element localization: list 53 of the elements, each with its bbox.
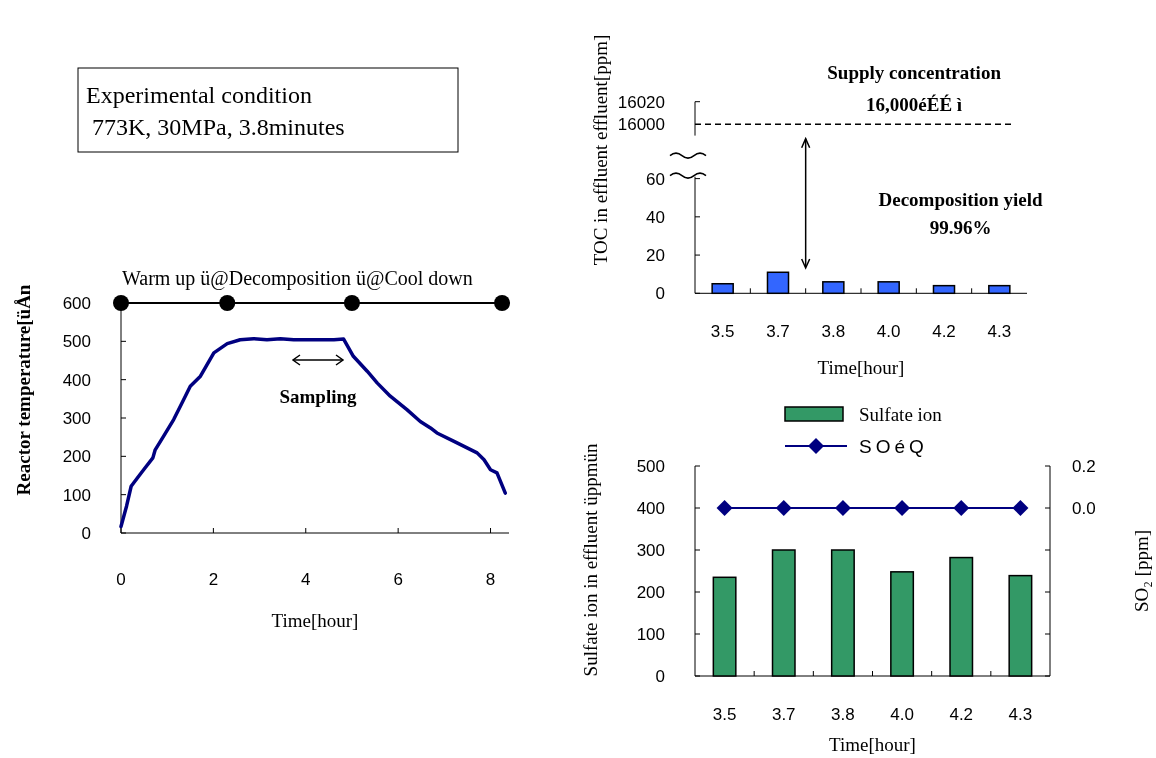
y-tick-label: 500 bbox=[62, 332, 91, 352]
x-tick-label: 3.5 bbox=[710, 322, 735, 342]
y-tick-label: 500 bbox=[636, 457, 665, 476]
line-series bbox=[119, 336, 508, 529]
x-tick-label: 4.3 bbox=[1008, 705, 1033, 724]
y-tick-label: 200 bbox=[62, 447, 91, 467]
y2-tick-label: 0.0 bbox=[1072, 499, 1096, 518]
x-axis-title: Time[hour] bbox=[829, 734, 916, 755]
x-tick-label: 4.0 bbox=[890, 705, 914, 724]
y-tick-label: 0 bbox=[655, 284, 665, 304]
y-tick-label: 0 bbox=[81, 524, 91, 543]
x-tick-label: 3.7 bbox=[766, 322, 790, 342]
y-tick-label: 40 bbox=[646, 207, 665, 227]
x-tick-label: 3.8 bbox=[821, 322, 846, 342]
annotation: Decomposition yield 99.96% bbox=[878, 189, 1044, 238]
legend-label: SOéQ bbox=[859, 436, 928, 457]
x-tick-label: 2 bbox=[208, 570, 219, 589]
x-tick-label: 3.8 bbox=[831, 705, 855, 724]
text: 16020 bbox=[617, 92, 665, 112]
annotation: Sampling bbox=[279, 386, 358, 407]
y-tick-label: 300 bbox=[62, 409, 91, 428]
x-tick-label: 4 bbox=[301, 570, 311, 589]
x-tick-label: 3.7 bbox=[771, 705, 796, 724]
y-tick-label: 100 bbox=[62, 485, 91, 505]
y-axis-title: Sulfate ion in effluent üppmün bbox=[580, 443, 601, 677]
text: Supply concentration 16,000éÉÉ ì bbox=[827, 62, 1002, 116]
y-tick-label: 60 bbox=[646, 169, 665, 189]
x-tick-label: 6 bbox=[393, 570, 403, 589]
x-tick-label: 4.2 bbox=[932, 322, 956, 342]
text: Experimental condition 773K, 30MPa, 3.8minutes bbox=[86, 82, 345, 140]
x-tick-label: 0 bbox=[116, 570, 126, 589]
x-axis-title: Time[hour] bbox=[271, 610, 359, 631]
x-axis-title: Time[hour] bbox=[817, 357, 905, 379]
y-tick-label: 0 bbox=[655, 667, 665, 686]
y-tick-label: 300 bbox=[636, 541, 665, 560]
x-tick-label: 4.3 bbox=[987, 322, 1012, 342]
legend-label: Sulfate ion bbox=[859, 404, 943, 425]
y-axis-title: Reactor temperature[üÅn bbox=[13, 284, 34, 496]
y-tick-label: 400 bbox=[62, 370, 91, 390]
y2-tick-label: 0.2 bbox=[1072, 457, 1096, 476]
text: Warm up ü@Decomposition ü@Cool down bbox=[122, 267, 473, 290]
y-tick-label: 100 bbox=[636, 625, 665, 644]
y-tick-label: 200 bbox=[636, 583, 665, 602]
x-tick-label: 4.0 bbox=[876, 322, 901, 342]
y-tick-label: 20 bbox=[646, 246, 665, 266]
y-tick-label: 400 bbox=[636, 499, 665, 518]
x-tick-label: 4.2 bbox=[949, 705, 974, 724]
y-axis-title: TOC in effluent effluent[ppm] bbox=[590, 34, 611, 266]
y-tick-label: 600 bbox=[62, 294, 91, 313]
x-tick-label: 3.5 bbox=[712, 705, 737, 724]
y2-axis-title: SO₂ [ppm] bbox=[1131, 529, 1152, 613]
text: 16000 bbox=[617, 115, 665, 135]
x-tick-label: 8 bbox=[485, 570, 496, 589]
